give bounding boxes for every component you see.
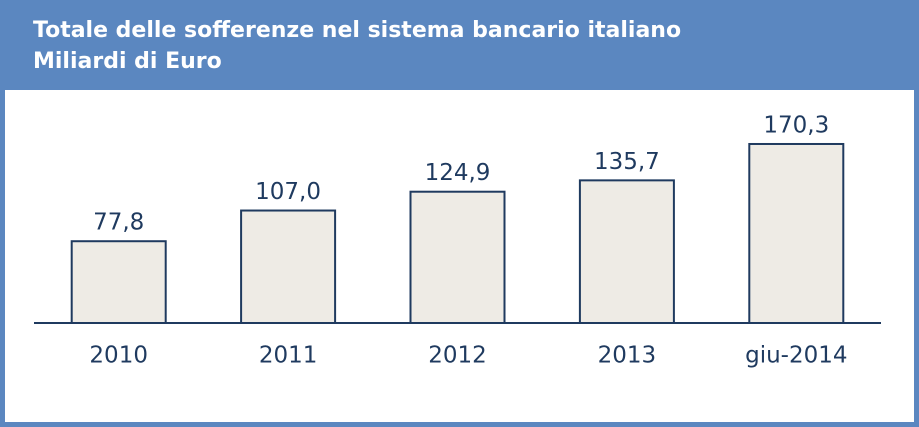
value-label: 170,3 bbox=[763, 112, 829, 138]
x-tick-label: 2012 bbox=[428, 343, 487, 369]
bar bbox=[578, 179, 675, 324]
bar bbox=[748, 142, 845, 324]
value-label: 124,9 bbox=[425, 160, 491, 186]
x-tick-label: giu-2014 bbox=[745, 343, 847, 369]
x-tick-label: 2011 bbox=[259, 343, 318, 369]
bar bbox=[240, 209, 337, 324]
value-label: 135,7 bbox=[594, 149, 660, 175]
x-tick-label: 2010 bbox=[89, 343, 148, 369]
value-label: 77,8 bbox=[93, 210, 144, 236]
value-label: 107,0 bbox=[255, 179, 321, 205]
chart-subtitle: Miliardi di Euro bbox=[33, 49, 222, 74]
bar bbox=[70, 240, 167, 324]
x-tick-label: 2013 bbox=[598, 343, 657, 369]
bar bbox=[409, 190, 506, 324]
chart-title: Totale delle sofferenze nel sistema banc… bbox=[33, 18, 681, 43]
